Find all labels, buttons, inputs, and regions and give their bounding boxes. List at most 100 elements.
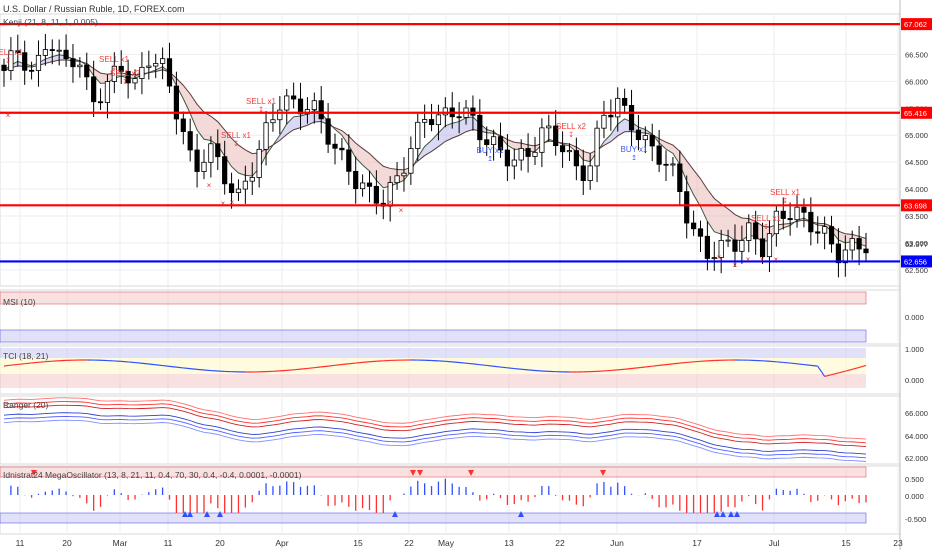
tci-line-segment [445,361,452,362]
tci-line-segment [769,361,776,362]
signal-arrow: ↧ [5,57,11,65]
candle-body [22,53,26,71]
signal-label: SELL x1 [770,188,800,197]
price-level-label: 62.656 [904,257,927,266]
candle-body [747,223,751,241]
candle-body [285,96,289,110]
candle-body [533,152,537,156]
x-tick-label: 20 [62,538,72,548]
candle-body [78,65,82,67]
price-tick-label: 66.000 [905,77,928,86]
candle-body [457,117,461,118]
candle-body [740,240,744,251]
tci-line-segment [170,366,177,367]
price-level-label: 65.416 [904,109,927,118]
x-tick-label: 17 [692,538,702,548]
tci-line-segment [652,365,659,366]
candle-body [298,99,302,114]
price-tick-label: 64.500 [905,158,928,167]
candle-body [795,207,799,219]
candle-body [836,244,840,263]
trend-band-segment [721,204,728,236]
tci-line-segment [480,365,487,366]
signal-cross: × [221,199,226,208]
x-tick-label: 15 [353,538,363,548]
signal-label: BUY x1 [621,145,649,154]
candle-body [581,166,585,181]
tci-line-segment [811,365,818,366]
tci-line-segment [507,368,514,369]
candle-body [202,162,206,171]
candle-body [91,77,95,102]
tci-line-segment [18,364,25,365]
ranger-tick-label: 64.000 [905,432,928,441]
tci-line-segment [156,365,163,366]
candle-body [657,146,661,164]
candle-body [222,157,226,184]
tci-line-segment [680,362,687,363]
x-tick-label: Mar [113,538,128,548]
candle-body [567,151,571,152]
candle-body [512,160,516,166]
candle-body [643,135,647,139]
candle-body [616,98,620,117]
price-tick-label: 66.500 [905,50,928,59]
candle-body [864,249,868,253]
axis-layer: 66.50066.00065.50065.00064.50064.00063.5… [901,18,932,524]
main-indicator-label: Kenji (21, 8, 11, 1, 0.005) [3,17,98,27]
candle-body [505,150,509,166]
candle-body [105,82,109,103]
tci-line-segment [514,369,521,370]
tci-line-segment [632,368,639,369]
candle-body [188,132,192,150]
candle-body [471,108,475,115]
candle-body [167,59,171,86]
candle-body [271,120,275,123]
x-tick-label: 11 [16,538,25,548]
tci-line-segment [687,362,694,363]
tci-line-segment [521,369,528,370]
signal-arrow: ↧ [782,197,788,205]
candle-body [802,207,806,212]
tci-line-segment [307,368,314,369]
candle-body [85,65,89,77]
tci-line-segment [494,366,501,367]
tci-line-segment [321,366,328,367]
candle-body [57,50,61,51]
tci-line-segment [197,369,204,370]
candle-body [609,115,613,117]
candle-body [781,211,785,218]
osc-tick-label: 0.000 [905,492,924,501]
candle-body [154,63,158,66]
trend-band-segment [245,150,252,176]
tci-line-segment [11,364,18,365]
candle-body [43,50,47,56]
candle-body [560,146,564,152]
candle-body [395,176,399,183]
signal-label: SELL x1 [751,214,781,223]
signal-cross: × [774,255,779,264]
candle-body [174,86,178,119]
signal-arrow: ↧ [258,106,264,114]
candle-body [2,65,6,70]
ranger-tick-label: 62.000 [905,454,928,463]
x-tick-label: 22 [404,538,414,548]
tci-line-segment [528,370,535,371]
msi-upper-zone [0,292,866,304]
candle-body [629,105,633,130]
x-tick-label: 15 [841,538,851,548]
x-tick-label: 20 [215,538,225,548]
candle-body [595,128,599,166]
tci-line-segment [363,362,370,363]
signal-cross: × [207,181,212,190]
tci-line-segment [142,363,149,364]
panel-frame [0,396,900,464]
candle-body [809,212,813,232]
candle-body [788,218,792,219]
tci-line-segment [452,362,459,363]
candle-body [547,126,551,128]
candle-body [422,120,426,123]
signal-cross: × [230,198,235,207]
candle-body [50,50,54,51]
